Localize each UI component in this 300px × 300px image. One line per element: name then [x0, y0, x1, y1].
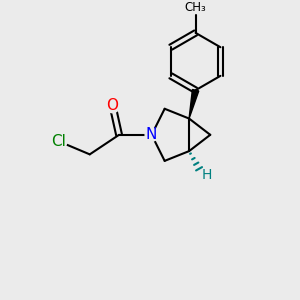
Circle shape	[105, 98, 120, 113]
Text: O: O	[106, 98, 119, 113]
Text: H: H	[202, 168, 212, 182]
Text: N: N	[146, 127, 157, 142]
Polygon shape	[189, 89, 199, 118]
Text: CH₃: CH₃	[185, 1, 206, 14]
Circle shape	[51, 133, 67, 149]
Text: Cl: Cl	[51, 134, 66, 149]
Circle shape	[145, 128, 158, 141]
